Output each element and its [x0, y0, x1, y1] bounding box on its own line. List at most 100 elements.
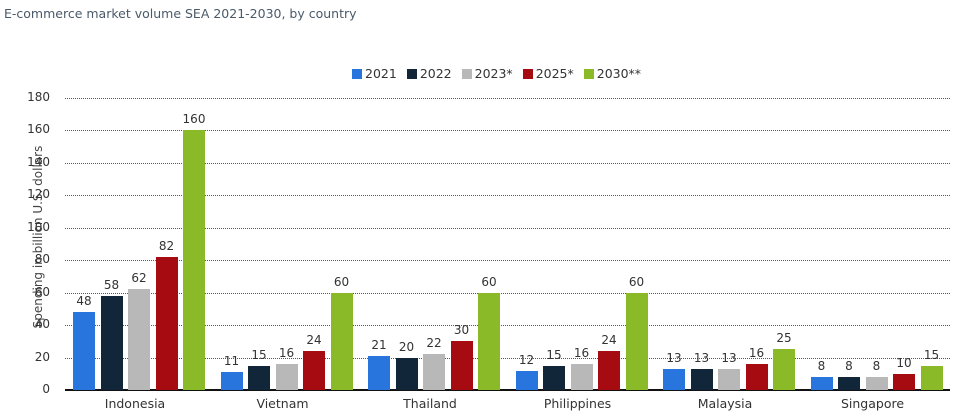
- bar[interactable]: [395, 357, 418, 390]
- y-tick-label: 40: [34, 317, 50, 332]
- x-axis-line: [65, 389, 950, 391]
- legend-label: 2023*: [474, 66, 513, 81]
- bar[interactable]: [690, 368, 713, 390]
- gridline: [65, 357, 950, 359]
- bar[interactable]: [865, 377, 888, 390]
- bar[interactable]: [275, 364, 298, 390]
- bar[interactable]: [773, 349, 795, 390]
- legend-label: 2021: [365, 66, 397, 81]
- bar-value-label: 10: [896, 355, 912, 370]
- y-tick-label: 60: [34, 284, 50, 299]
- plot-area: 0 20 40 60 80 100 120 140 160 180 48 58 62 82 160 Indon…: [27, 90, 950, 411]
- y-tick-label: 20: [34, 349, 50, 364]
- bar-value-label: 13: [666, 350, 682, 365]
- bar-value-label: 16: [748, 346, 765, 361]
- bar-value-label: 20: [398, 339, 415, 354]
- gridline: [65, 130, 950, 132]
- y-tick-label: 100: [27, 219, 50, 234]
- x-tick-label: Malaysia: [697, 396, 753, 411]
- bar[interactable]: [570, 364, 593, 390]
- bar[interactable]: [368, 355, 390, 390]
- legend-swatch-icon: [522, 68, 533, 79]
- bar[interactable]: [100, 295, 123, 390]
- bar-value-label: 24: [306, 333, 322, 348]
- legend-item[interactable]: 2025*: [522, 66, 574, 81]
- bar-value-label: 8: [845, 359, 853, 374]
- gridline: [65, 98, 950, 99]
- bar[interactable]: [920, 365, 943, 390]
- bar[interactable]: [303, 351, 325, 390]
- legend-swatch-icon: [461, 68, 472, 79]
- legend-item[interactable]: 2022: [406, 66, 452, 81]
- x-tick-label: Vietnam: [256, 396, 309, 411]
- bar[interactable]: [718, 368, 740, 390]
- gridline: [65, 162, 950, 164]
- bar-value-label: 22: [426, 336, 442, 351]
- legend-label: 2030**: [596, 66, 642, 81]
- bar-value-label: 62: [131, 271, 147, 286]
- bar-value-label: 24: [601, 333, 617, 348]
- y-tick-label: 140: [27, 154, 50, 169]
- bar-value-label: 15: [251, 347, 267, 362]
- bar-value-label: 60: [333, 274, 350, 289]
- gridline: [65, 227, 950, 229]
- bar[interactable]: [893, 373, 915, 390]
- bar-value-label: 60: [628, 274, 645, 289]
- bar[interactable]: [515, 370, 538, 390]
- bar-value-label: 15: [546, 347, 562, 362]
- bar[interactable]: [478, 292, 500, 390]
- bar[interactable]: [598, 351, 620, 390]
- bar[interactable]: [450, 341, 473, 390]
- bar-value-label: 8: [817, 359, 826, 374]
- gridline: [65, 325, 950, 327]
- legend-item[interactable]: 2021: [352, 66, 397, 81]
- bar-value-label: 15: [923, 347, 940, 362]
- gridline: [65, 260, 950, 262]
- bar-value-label: 13: [721, 350, 737, 365]
- x-tick-label: Thailand: [403, 396, 457, 411]
- bar[interactable]: [220, 372, 243, 390]
- bar-value-label: 13: [693, 350, 710, 365]
- x-tick-label: Singapore: [840, 396, 905, 411]
- bar-value-label: 21: [371, 337, 387, 352]
- bar[interactable]: [745, 364, 768, 390]
- bar-value-label: 60: [481, 274, 497, 289]
- bar[interactable]: [423, 354, 445, 390]
- bar-value-label: 8: [872, 359, 881, 374]
- y-tick-label: 160: [27, 122, 50, 137]
- legend-label: 2025*: [535, 66, 574, 81]
- bar-value-label: 48: [76, 294, 92, 309]
- bar[interactable]: [838, 377, 860, 390]
- bar-value-label: 82: [158, 238, 175, 253]
- bar-value-label: 160: [182, 112, 206, 127]
- y-tick-label: 80: [34, 252, 50, 267]
- y-tick-label: 120: [27, 187, 50, 202]
- gridline: [65, 195, 950, 197]
- bar[interactable]: [128, 289, 150, 390]
- bar[interactable]: [155, 256, 178, 390]
- x-tick-label: Philippines: [543, 396, 612, 411]
- bar[interactable]: [248, 365, 270, 390]
- legend: 2021 2022 2023* 2025* 2030**: [352, 66, 641, 81]
- bar-value-label: 25: [776, 331, 792, 346]
- bar-value-label: 16: [278, 346, 295, 361]
- legend-swatch-icon: [406, 68, 417, 79]
- bar-value-label: 11: [223, 354, 240, 369]
- legend-swatch-icon: [352, 68, 362, 79]
- bar[interactable]: [543, 365, 565, 390]
- legend-swatch-icon: [583, 68, 594, 79]
- legend-item[interactable]: 2030**: [583, 66, 642, 81]
- y-tick-label: 180: [27, 90, 50, 104]
- legend-item[interactable]: 2023*: [461, 66, 513, 81]
- chart-title: E-commerce market volume SEA 2021-2030, …: [4, 6, 357, 21]
- bar[interactable]: [183, 130, 205, 390]
- bar-value-label: 30: [453, 323, 470, 338]
- bar-value-label: 12: [518, 352, 535, 367]
- x-tick-label: Indonesia: [104, 396, 166, 411]
- bar-value-label: 16: [573, 346, 590, 361]
- bar[interactable]: [663, 368, 685, 390]
- bar[interactable]: [810, 377, 833, 390]
- bar[interactable]: [73, 312, 95, 390]
- bar[interactable]: [330, 292, 353, 390]
- bar[interactable]: [625, 292, 648, 390]
